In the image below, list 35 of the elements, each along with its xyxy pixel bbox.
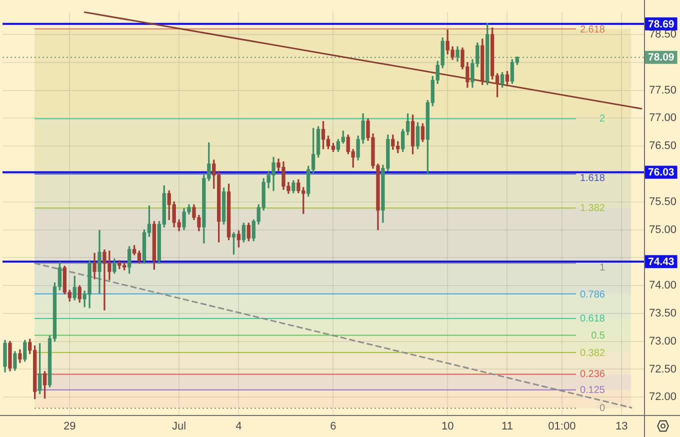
y-tick-label: 75.00 <box>649 224 677 236</box>
y2-tick-label: 1 <box>599 262 606 274</box>
x-tick-label: 29 <box>64 420 76 433</box>
ref-line-label: 78.09 <box>648 52 674 64</box>
x-tick-label: 11 <box>502 420 513 433</box>
y2-tick-label: 2.618 <box>580 24 606 36</box>
y-tick-label: 72.50 <box>649 363 677 376</box>
y-tick-label: 77.50 <box>649 84 677 96</box>
x-tick-label: Jul <box>172 420 186 433</box>
y-tick-label: 72.00 <box>649 391 677 404</box>
y2-tick-label: 0.618 <box>580 314 606 325</box>
y2-tick-label: 1.618 <box>580 173 606 184</box>
ref-line-label: 74.43 <box>648 256 674 268</box>
x-tick-label: 13 <box>616 420 628 433</box>
y-tick-label: 77.00 <box>649 112 677 124</box>
y2-tick-label: 0.236 <box>580 368 606 380</box>
y-tick-label: 76.50 <box>649 140 677 152</box>
y2-tick-label: 0.5 <box>591 330 606 342</box>
ref-line-label: 78.69 <box>648 18 674 30</box>
ref-line-label: 76.03 <box>648 166 674 179</box>
x-tick-label: 01:00 <box>548 420 576 433</box>
y-tick-label: 73.50 <box>649 307 677 320</box>
y2-tick-label: 0.125 <box>580 384 606 396</box>
x-tick-label: 4 <box>236 420 242 433</box>
x-tick-label: 10 <box>441 420 454 433</box>
y2-tick-label: 0 <box>599 403 606 414</box>
x-tick-label: 6 <box>330 420 336 433</box>
y2-tick-label: 0.786 <box>580 289 606 300</box>
y-tick-label: 73.00 <box>649 335 677 348</box>
y2-tick-label: 2 <box>599 114 606 124</box>
y2-tick-label: 1.382 <box>580 202 606 214</box>
y-tick-label: 74.00 <box>649 280 677 292</box>
y-tick-label: 75.50 <box>649 196 677 208</box>
y2-tick-label: 0.382 <box>580 348 606 359</box>
y-tick-label: 78.50 <box>649 28 677 41</box>
